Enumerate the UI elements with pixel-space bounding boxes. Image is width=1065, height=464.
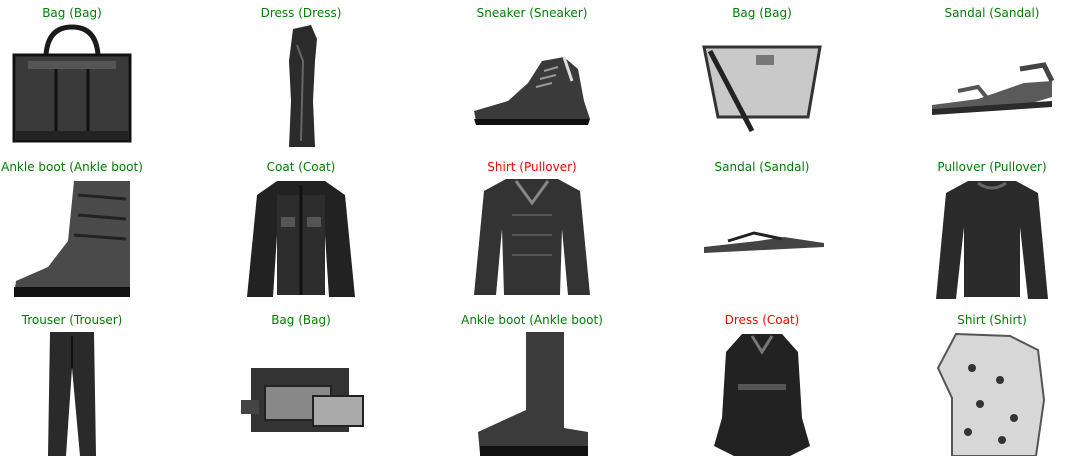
- cell-title: Bag (Bag): [732, 6, 792, 20]
- handbag-icon: [698, 21, 826, 149]
- cell-title: Bag (Bag): [271, 313, 331, 327]
- cell-title: Ankle boot (Ankle boot): [1, 160, 143, 174]
- clutch-icon: [237, 328, 365, 456]
- pullover-icon: [928, 175, 1056, 303]
- grid-cell: Sandal (Sandal): [672, 157, 852, 309]
- grid-cell: Shirt (Shirt): [902, 310, 1065, 462]
- cell-title: Sneaker (Sneaker): [476, 6, 588, 20]
- cell-title: Shirt (Shirt): [957, 313, 1027, 327]
- cell-title: Dress (Coat): [724, 313, 800, 327]
- cell-title: Ankle boot (Ankle boot): [461, 313, 603, 327]
- grid-cell: Ankle boot (Ankle boot): [442, 310, 622, 462]
- grid-cell: Sneaker (Sneaker): [442, 3, 622, 155]
- grid-cell: Bag (Bag): [0, 3, 162, 155]
- shirt-icon: [928, 328, 1056, 456]
- cell-title: Sandal (Sandal): [944, 6, 1040, 20]
- grid-cell: Ankle boot (Ankle boot): [0, 157, 162, 309]
- sneaker-icon: [468, 21, 596, 149]
- cell-title: Sandal (Sandal): [714, 160, 810, 174]
- tallboot-icon: [468, 328, 596, 456]
- grid-cell: Bag (Bag): [672, 3, 852, 155]
- sandal-icon: [928, 21, 1056, 149]
- cell-title: Shirt (Pullover): [487, 160, 577, 174]
- grid-cell: Shirt (Pullover): [442, 157, 622, 309]
- grid-cell: Dress (Dress): [211, 3, 391, 155]
- grid-cell: Dress (Coat): [672, 310, 852, 462]
- grid-cell: Pullover (Pullover): [902, 157, 1065, 309]
- cell-title: Pullover (Pullover): [937, 160, 1047, 174]
- dress-icon: [237, 21, 365, 149]
- grid-cell: Bag (Bag): [211, 310, 391, 462]
- coat-icon: [237, 175, 365, 303]
- grid-cell: Coat (Coat): [211, 157, 391, 309]
- cell-title: Dress (Dress): [260, 6, 342, 20]
- pullover-icon: [468, 175, 596, 303]
- cell-title: Bag (Bag): [42, 6, 102, 20]
- grid-cell: Trouser (Trouser): [0, 310, 162, 462]
- cell-title: Trouser (Trouser): [21, 313, 123, 327]
- trouser-icon: [8, 328, 136, 456]
- grid-cell: Sandal (Sandal): [902, 3, 1065, 155]
- boot-icon: [8, 175, 136, 303]
- flipflop-icon: [698, 175, 826, 303]
- cell-title: Coat (Coat): [266, 160, 336, 174]
- bag-icon: [8, 21, 136, 149]
- coatdress-icon: [698, 328, 826, 456]
